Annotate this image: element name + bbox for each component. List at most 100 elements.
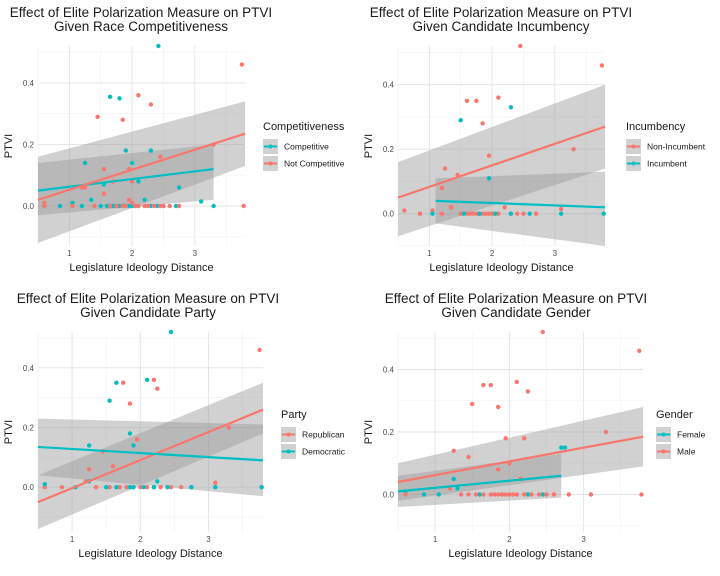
data-point bbox=[86, 443, 92, 448]
y-tick-label: 0.0 bbox=[383, 491, 395, 500]
data-point bbox=[518, 43, 523, 49]
data-point bbox=[508, 211, 514, 216]
y-tick-label: 0.4 bbox=[383, 81, 395, 90]
data-point bbox=[486, 176, 492, 181]
data-point bbox=[496, 211, 501, 216]
data-point bbox=[558, 206, 564, 212]
data-point bbox=[525, 492, 531, 497]
data-point bbox=[503, 436, 508, 441]
confidence-band-2 bbox=[435, 171, 605, 246]
data-point bbox=[123, 203, 128, 209]
data-point bbox=[213, 480, 218, 485]
legend-label: Democratic bbox=[302, 447, 346, 457]
data-point bbox=[155, 203, 160, 209]
fit-line-1 bbox=[37, 167, 214, 192]
data-point bbox=[92, 203, 97, 209]
data-point bbox=[514, 379, 519, 385]
data-point bbox=[466, 454, 471, 460]
data-point bbox=[481, 492, 486, 497]
data-point bbox=[107, 203, 113, 209]
data-point bbox=[477, 211, 482, 216]
chart-subtitle: Given Candidate Gender bbox=[441, 305, 591, 320]
y-tick-label: 0.0 bbox=[383, 210, 395, 219]
data-point bbox=[110, 464, 116, 469]
data-point bbox=[127, 431, 133, 436]
grid bbox=[37, 46, 245, 246]
fit-line-2 bbox=[435, 199, 606, 209]
legend-label: Male bbox=[677, 447, 696, 457]
data-point bbox=[79, 203, 85, 209]
data-point bbox=[42, 482, 47, 487]
data-point bbox=[117, 203, 122, 209]
data-point bbox=[158, 485, 163, 490]
data-point bbox=[70, 203, 75, 209]
legend-label: Female bbox=[677, 430, 706, 440]
data-point bbox=[458, 118, 463, 123]
x-axis-title: Legislature Ideology Distance bbox=[429, 262, 573, 274]
y-tick-label: 0.2 bbox=[383, 428, 395, 437]
legend-title: Incumbency bbox=[626, 121, 686, 133]
grid bbox=[397, 332, 643, 532]
data-point bbox=[226, 425, 232, 430]
data-point bbox=[430, 211, 435, 216]
data-point bbox=[158, 203, 163, 209]
data-point bbox=[496, 404, 501, 410]
confidence-band-1 bbox=[398, 84, 605, 237]
data-point bbox=[464, 98, 470, 104]
data-point bbox=[599, 63, 605, 68]
data-point bbox=[42, 203, 47, 209]
grid bbox=[397, 46, 605, 247]
data-point bbox=[257, 347, 262, 353]
data-point bbox=[176, 185, 182, 190]
data-point bbox=[156, 43, 161, 49]
data-point bbox=[133, 203, 138, 209]
data-point bbox=[473, 492, 479, 497]
data-point bbox=[136, 93, 141, 98]
x-tick-label: 2 bbox=[507, 535, 512, 544]
data-point bbox=[417, 211, 423, 216]
y-axis-title: PTVI bbox=[3, 420, 15, 444]
data-point bbox=[508, 105, 514, 110]
data-point bbox=[151, 377, 157, 382]
data-point bbox=[155, 479, 160, 484]
data-point bbox=[155, 386, 160, 391]
legend: Gender Female Male bbox=[656, 409, 706, 459]
y-tick-label: 0.0 bbox=[23, 483, 35, 492]
data-point bbox=[510, 492, 516, 497]
data-point bbox=[241, 203, 246, 209]
data-point bbox=[179, 485, 184, 490]
data-point bbox=[148, 148, 154, 153]
data-point bbox=[588, 492, 594, 497]
data-point bbox=[562, 445, 568, 450]
data-point bbox=[129, 160, 135, 166]
x-tick-label: 3 bbox=[581, 535, 586, 544]
data-point bbox=[451, 476, 456, 482]
legend: Incumbency Non-Incumbent Incumbent bbox=[626, 121, 706, 171]
data-point bbox=[117, 485, 123, 490]
data-point bbox=[138, 485, 143, 490]
data-point bbox=[117, 96, 122, 101]
data-point bbox=[488, 492, 493, 497]
data-point bbox=[161, 203, 166, 209]
fit-line-1 bbox=[37, 408, 264, 504]
data-point bbox=[474, 98, 479, 104]
data-point bbox=[114, 380, 119, 385]
data-point bbox=[107, 94, 113, 100]
x-tick-label: 1 bbox=[427, 249, 432, 258]
chart-panel-2: Effect of Elite Polarization Measure on … bbox=[363, 5, 706, 274]
data-point bbox=[126, 203, 132, 209]
data-point bbox=[259, 485, 264, 490]
data-point bbox=[458, 492, 464, 497]
data-point bbox=[127, 485, 133, 490]
data-point bbox=[151, 485, 157, 490]
x-axis-title: Legislature Ideology Distance bbox=[69, 262, 213, 274]
x-axis-title: Legislature Ideology Distance bbox=[78, 548, 222, 560]
fit-line-1 bbox=[397, 125, 606, 199]
data-point bbox=[639, 492, 644, 497]
data-point bbox=[136, 179, 141, 184]
data-point bbox=[499, 492, 505, 497]
data-point bbox=[107, 398, 112, 403]
data-point bbox=[211, 203, 216, 209]
data-point bbox=[158, 154, 163, 159]
data-point bbox=[514, 492, 519, 497]
